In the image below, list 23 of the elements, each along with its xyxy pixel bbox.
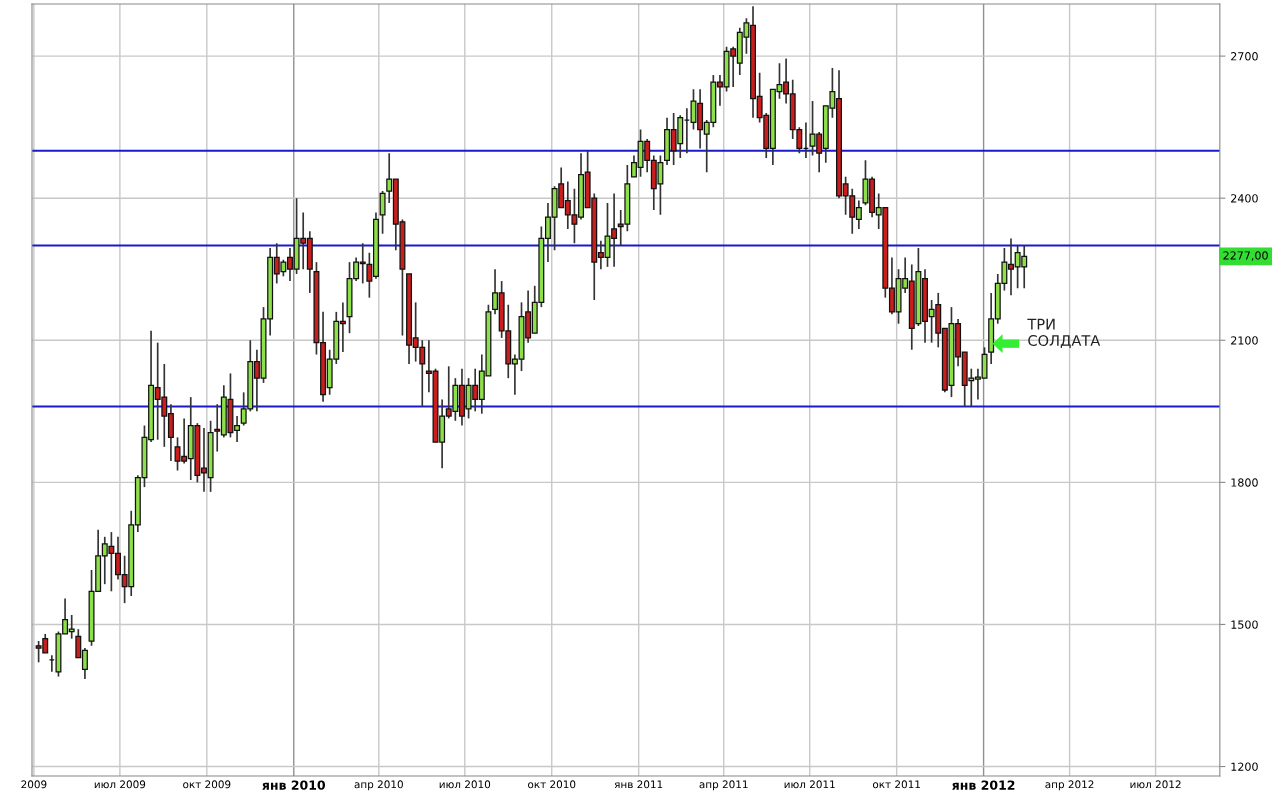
x-tick-label: окт 2010	[528, 780, 576, 789]
x-tick-label: окт 2009	[183, 780, 231, 789]
x-tick-label: июл 2010	[439, 780, 491, 789]
y-tick-label: 2400	[1231, 194, 1258, 203]
candlestick	[379, 190, 386, 235]
y-tick-label: 1800	[1231, 478, 1258, 487]
y-tick-label: 1500	[1231, 620, 1258, 629]
x-tick-label: июл 2011	[784, 780, 835, 789]
x-tick-label: янв 2010	[262, 780, 326, 790]
y-tick-label: 2100	[1231, 336, 1258, 345]
x-tick-label: апр 2010	[354, 780, 403, 791]
x-tick-label: янв 2011	[614, 780, 663, 789]
x-tick-label: июл 2012	[1130, 780, 1181, 789]
x-tick-label: апр 2011	[699, 780, 748, 791]
x-tick-label: 2009	[21, 780, 47, 789]
x-tick-label: янв 2012	[952, 780, 1015, 790]
y-tick-label: 2700	[1231, 52, 1258, 61]
x-tick-label: июл 2009	[94, 780, 146, 789]
x-tick-label: окт 2011	[872, 780, 920, 789]
text: 2277,00	[1223, 251, 1268, 261]
annotation: ТРИ СОЛДАТА	[1027, 318, 1101, 349]
y-tick-label: 1200	[1231, 762, 1258, 771]
x-tick-label: апр 2012	[1045, 780, 1094, 791]
